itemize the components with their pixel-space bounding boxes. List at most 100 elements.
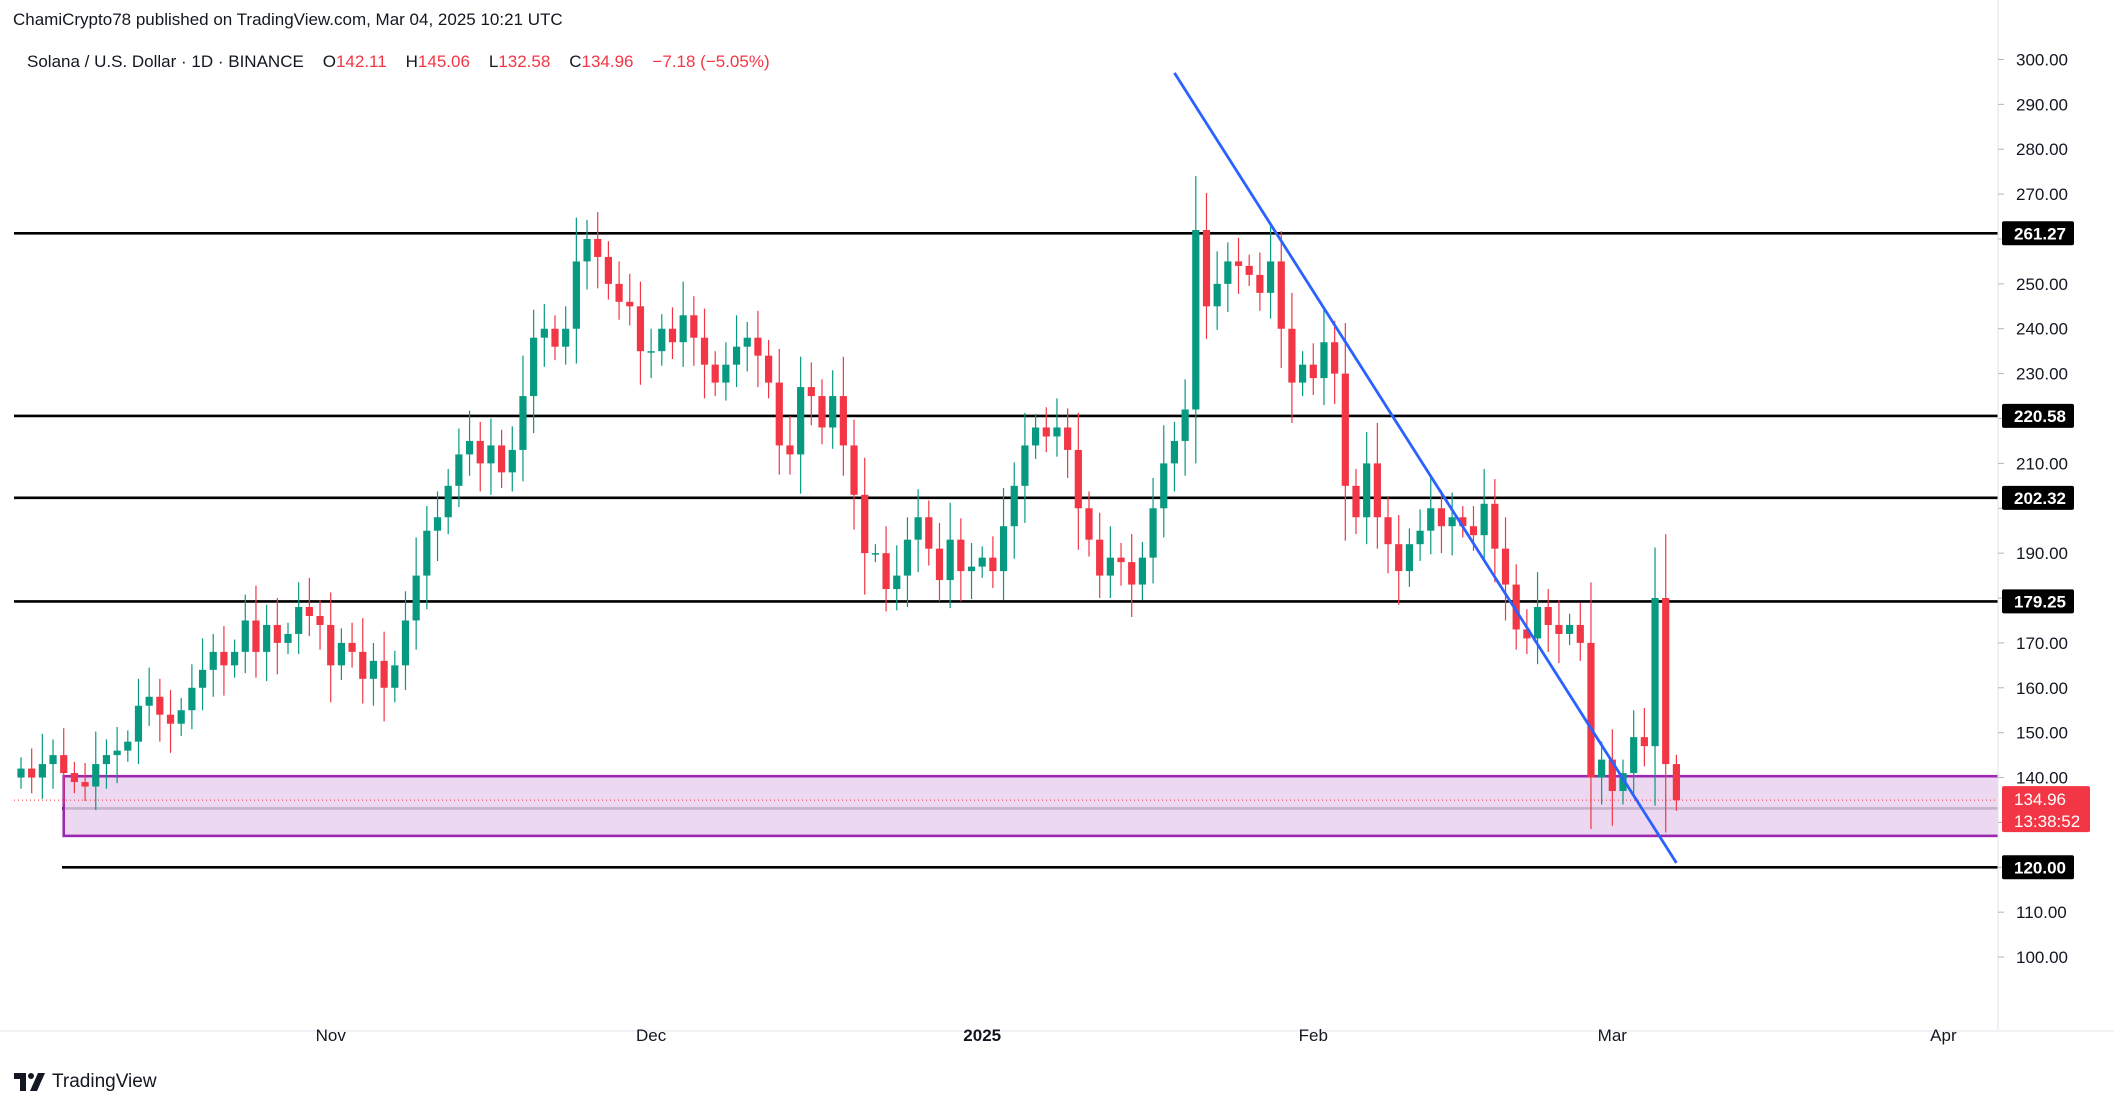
x-tick-label: Mar — [1598, 1026, 1628, 1045]
candle — [433, 491, 442, 562]
candle — [508, 426, 516, 492]
brand-name: TradingView — [52, 1071, 157, 1092]
symbol-legend: Solana / U.S. Dollar · 1D · BINANCE O142… — [27, 52, 770, 72]
candle — [1074, 412, 1082, 550]
change-value: −7.18 (−5.05%) — [652, 52, 770, 71]
y-tick-label: 250.00 — [2016, 275, 2068, 294]
candle — [124, 730, 132, 762]
trendline — [1173, 72, 1678, 864]
candle — [1405, 528, 1413, 587]
y-tick-label: 150.00 — [2016, 724, 2068, 743]
candle — [967, 543, 976, 600]
price-label[interactable]: 202.32 — [2002, 485, 2074, 510]
candle — [498, 429, 506, 489]
candle — [1234, 237, 1243, 294]
candle — [914, 489, 922, 573]
candle — [1373, 422, 1381, 549]
price-axis[interactable]: 100.00 110.00 140.00 150.00 160.00 170.00 190.… — [1997, 0, 2114, 1030]
candle — [797, 356, 805, 494]
candle — [636, 281, 645, 385]
candle — [1672, 754, 1680, 811]
svg-text:220.58: 220.58 — [2014, 407, 2066, 426]
candle — [1277, 231, 1285, 369]
candle — [220, 626, 228, 696]
candle — [530, 309, 538, 434]
candle — [209, 633, 217, 697]
candle — [263, 604, 271, 682]
candle — [604, 241, 612, 300]
candle — [1395, 515, 1403, 605]
tradingview-logo[interactable]: TradingView — [14, 1071, 157, 1093]
candle — [626, 273, 634, 326]
candle — [1266, 226, 1275, 319]
candle — [551, 315, 559, 361]
price-label[interactable]: 220.58 — [2002, 403, 2074, 428]
candle — [1448, 492, 1456, 556]
candle — [49, 739, 57, 789]
candle — [156, 678, 164, 742]
candle — [81, 762, 89, 802]
candle — [476, 421, 484, 492]
x-tick-label: Dec — [636, 1026, 667, 1045]
price-label[interactable]: 179.25 — [2002, 589, 2074, 614]
candle — [743, 322, 751, 372]
candle — [935, 522, 944, 602]
candle — [487, 418, 495, 495]
candle — [252, 585, 260, 678]
candle — [1651, 547, 1659, 806]
candle — [1576, 602, 1584, 661]
symbol-title: Solana / U.S. Dollar · 1D · BINANCE — [27, 52, 304, 71]
candle — [1427, 475, 1435, 555]
candle — [380, 631, 388, 722]
y-tick-label: 300.00 — [2016, 50, 2068, 69]
support-zone-box[interactable] — [62, 774, 2114, 838]
candle — [102, 739, 111, 789]
candle — [882, 526, 890, 612]
candle — [775, 348, 783, 475]
candle — [1096, 512, 1104, 599]
open-label: O — [322, 52, 336, 71]
candle — [786, 416, 794, 475]
candle — [348, 622, 356, 668]
high-value: 145.06 — [417, 52, 470, 71]
candle — [1523, 609, 1531, 655]
current-price-label[interactable]: 134.96 13:38:52 — [2002, 786, 2090, 833]
candle — [145, 667, 153, 726]
candle — [722, 342, 730, 401]
candle — [1331, 320, 1339, 404]
candle — [946, 502, 954, 609]
candle — [1010, 462, 1018, 559]
candle — [871, 544, 879, 563]
y-tick-label: 140.00 — [2016, 769, 2068, 788]
low-value: 132.58 — [498, 52, 551, 71]
candle — [70, 761, 78, 794]
candle — [1032, 414, 1040, 459]
close-label: C — [569, 52, 582, 71]
price-label[interactable]: 120.00 — [2002, 855, 2074, 880]
time-axis[interactable]: Nov Dec 2025 Feb Mar Apr — [0, 1026, 2114, 1045]
candle — [1064, 408, 1072, 478]
close-value: 134.96 — [581, 52, 634, 71]
price-label[interactable]: 261.27 — [2002, 221, 2074, 246]
candle — [1138, 541, 1146, 601]
downtrend-line[interactable] — [1173, 72, 1678, 864]
candle — [391, 650, 399, 703]
candle — [925, 500, 933, 566]
candle — [540, 304, 548, 367]
bar-countdown: 13:38:52 — [2014, 812, 2080, 831]
candle — [444, 468, 452, 535]
y-tick-label: 270.00 — [2016, 185, 2068, 204]
candle — [615, 261, 623, 320]
candle — [188, 664, 196, 730]
candle — [465, 410, 474, 476]
candle — [1662, 534, 1670, 833]
candle — [1160, 425, 1168, 538]
x-tick-label: Nov — [316, 1026, 347, 1045]
candle — [1288, 292, 1296, 423]
candle — [231, 639, 239, 678]
candle — [1555, 600, 1563, 664]
candle — [1533, 572, 1542, 665]
candle — [818, 379, 826, 445]
candle — [1501, 517, 1510, 621]
